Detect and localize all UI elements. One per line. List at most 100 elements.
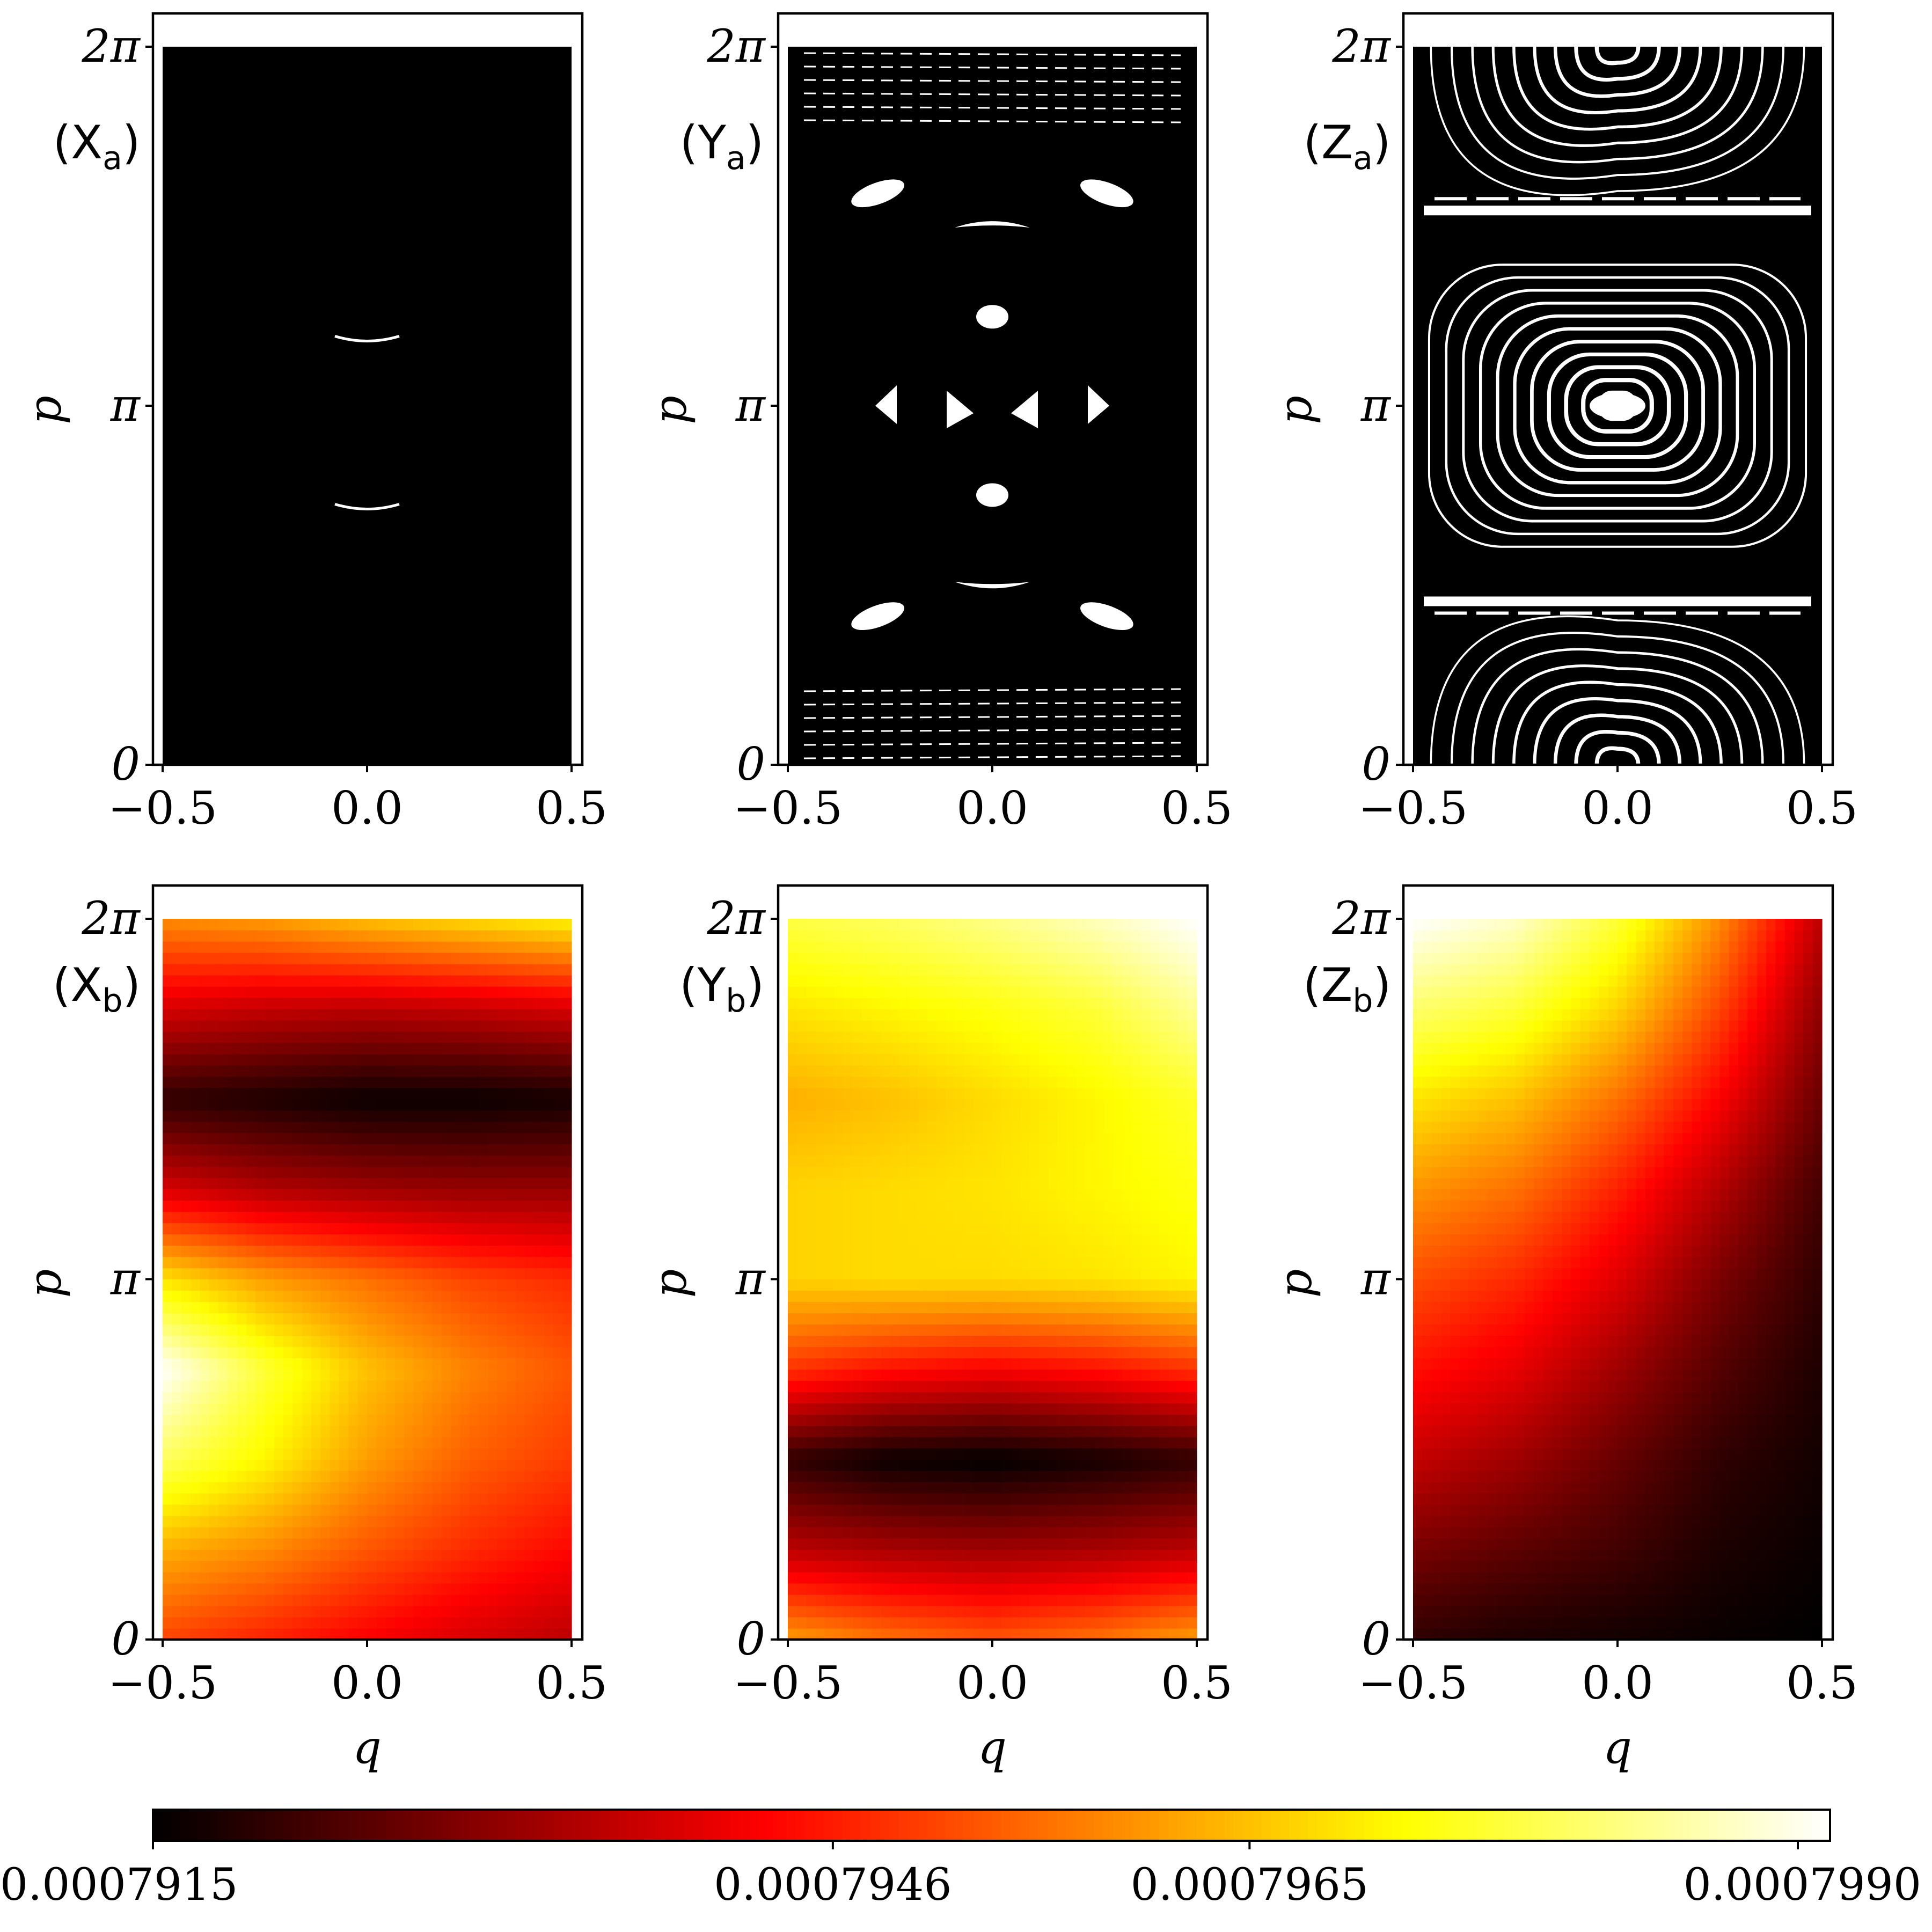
field-cell: [825, 1561, 835, 1572]
field-cell: [246, 1020, 256, 1032]
field-cell: [516, 1223, 526, 1235]
field-cell: [534, 930, 544, 942]
field-cell: [255, 952, 266, 964]
field-cell: [862, 963, 872, 976]
field-cell: [881, 1076, 891, 1088]
field-cell: [1011, 1380, 1021, 1392]
field-cell: [274, 1606, 284, 1618]
field-cell: [936, 1234, 947, 1246]
field-cell: [228, 1493, 238, 1505]
field-cell: [834, 1628, 844, 1640]
field-cell: [534, 1335, 544, 1347]
field-cell: [450, 1403, 460, 1415]
field-cell: [974, 1245, 984, 1257]
field-cell: [1075, 1313, 1086, 1325]
field-cell: [292, 1594, 303, 1606]
field-cell: [404, 1380, 414, 1392]
field-cell: [936, 963, 947, 976]
field-cell: [1029, 1335, 1040, 1347]
field-cell: [320, 1549, 331, 1561]
field-cell: [955, 1234, 965, 1246]
field-cell: [237, 1493, 247, 1505]
field-cell: [413, 1177, 423, 1190]
field-cell: [862, 1346, 872, 1358]
field-cell: [163, 1594, 172, 1606]
field-cell: [302, 1414, 312, 1426]
field-cell: [330, 1301, 340, 1314]
field-cell: [525, 1403, 535, 1415]
field-cell: [553, 1301, 563, 1314]
field-cell: [862, 1504, 872, 1516]
field-cell: [927, 1042, 937, 1055]
field-cell: [283, 1594, 294, 1606]
field-cell: [385, 1042, 396, 1055]
field-cell: [200, 1245, 210, 1257]
field-cell: [460, 1008, 470, 1021]
field-cell: [992, 1313, 1002, 1325]
field-cell: [469, 1042, 479, 1055]
field-cell: [367, 1335, 377, 1347]
field-cell: [506, 930, 516, 942]
field-cell: [181, 1346, 191, 1358]
field-cell: [330, 1279, 340, 1291]
field-cell: [209, 1561, 219, 1572]
field-cell: [488, 1313, 498, 1325]
field-cell: [955, 1031, 965, 1043]
field-cell: [488, 1448, 498, 1460]
field-cell: [815, 997, 825, 1009]
field-cell: [974, 1516, 984, 1527]
field-cell: [292, 1527, 303, 1539]
field-cell: [246, 1189, 256, 1201]
field-cell: [385, 1403, 396, 1415]
field-cell: [862, 919, 872, 931]
field-cell: [357, 1166, 368, 1179]
field-cell: [330, 1042, 340, 1055]
field-cell: [283, 1313, 294, 1325]
field-cell: [228, 919, 238, 931]
field-cell: [432, 1245, 442, 1257]
field-cell: [330, 1561, 340, 1572]
field-cell: [422, 1099, 433, 1111]
field-cell: [320, 1268, 331, 1280]
field-cell: [488, 1606, 498, 1618]
field-cell: [469, 1008, 479, 1021]
plot-area: [788, 919, 1197, 1640]
field-cell: [862, 1223, 872, 1235]
field-cell: [422, 1200, 433, 1212]
field-cell: [797, 1392, 807, 1403]
field-cell: [394, 1346, 405, 1358]
field-cell: [1011, 1561, 1021, 1572]
field-cell: [330, 1583, 340, 1595]
field-cell: [413, 1132, 423, 1145]
field-cell: [1001, 1561, 1012, 1572]
field-cell: [899, 1177, 909, 1190]
field-cell: [237, 1166, 247, 1179]
field-cell: [255, 1223, 266, 1235]
field-cell: [506, 1437, 516, 1448]
field-cell: [228, 1324, 238, 1336]
field-cell: [265, 1594, 275, 1606]
field-cell: [946, 1189, 956, 1201]
field-cell: [544, 1268, 553, 1280]
field-cell: [163, 952, 172, 964]
field-cell: [899, 1099, 909, 1111]
field-cell: [946, 1369, 956, 1381]
field-cell: [946, 1144, 956, 1156]
field-cell: [404, 1346, 414, 1358]
field-cell: [413, 975, 423, 987]
field-cell: [946, 1594, 956, 1606]
field-cell: [853, 1290, 863, 1302]
field-cell: [992, 1211, 1002, 1224]
field-cell: [983, 986, 993, 998]
field-cell: [478, 1065, 488, 1077]
field-cell: [330, 1020, 340, 1032]
field-cell: [899, 1132, 909, 1145]
field-cell: [525, 1223, 535, 1235]
field-cell: [1020, 1617, 1030, 1629]
field-cell: [825, 1493, 835, 1505]
field-cell: [330, 1268, 340, 1280]
field-cell: [274, 963, 284, 976]
field-cell: [815, 1493, 825, 1505]
field-cell: [992, 1470, 1002, 1482]
field-cell: [1066, 1346, 1077, 1358]
